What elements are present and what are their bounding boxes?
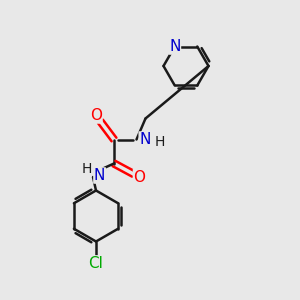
Text: H: H — [81, 163, 92, 176]
Text: H: H — [155, 136, 165, 149]
Text: N: N — [169, 39, 180, 54]
Text: N: N — [94, 168, 105, 183]
Text: Cl: Cl — [88, 256, 104, 271]
Text: O: O — [134, 169, 146, 184]
Text: O: O — [90, 108, 102, 123]
Text: N: N — [139, 132, 151, 147]
